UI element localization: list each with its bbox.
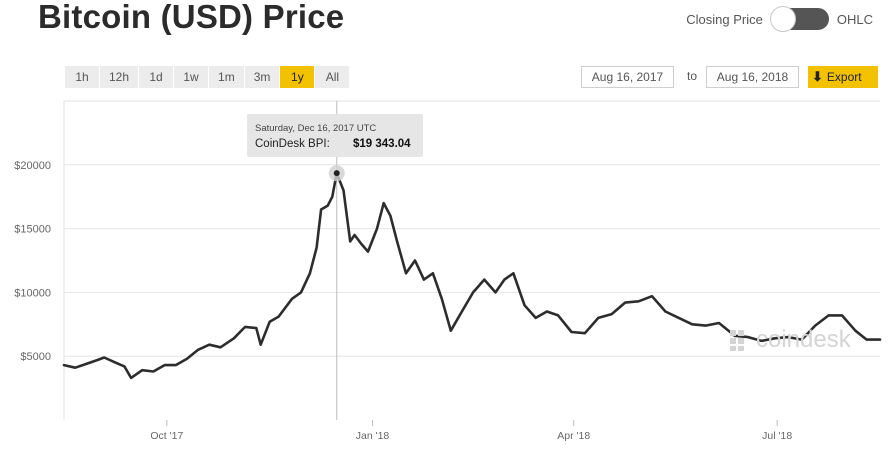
tooltip-series-label: CoinDesk BPI: [255,138,330,150]
range-all-button[interactable]: All [315,66,350,88]
hover-point [333,170,340,177]
tooltip-date: Saturday, Dec 16, 2017 UTC [255,123,377,134]
range-12h-button[interactable]: 12h [100,66,139,88]
range-1y-button[interactable]: 1y [280,66,315,88]
date-to-separator: to [687,69,698,83]
range-1m-button[interactable]: 1m [209,66,244,88]
toggle-switch[interactable] [769,6,829,32]
export-button[interactable]: ⬇ Export [808,66,878,88]
y-tick-label: $15000 [14,224,51,236]
ohlc-label: OHLC [836,11,873,27]
date-to-input[interactable]: Aug 16, 2018 [706,66,799,88]
range-selector: 1h 12h 1d 1w 1m 3m 1y All [65,66,350,88]
y-tick-label: $5000 [20,351,51,363]
y-tick-label: $10000 [14,287,51,299]
range-1w-button[interactable]: 1w [174,66,209,88]
price-line [62,171,882,380]
x-tick-label: Apr '18 [557,430,590,442]
range-3m-button[interactable]: 3m [244,66,280,88]
page-title: Bitcoin (USD) Price [38,0,345,35]
y-tick-label: $20000 [14,160,51,172]
x-tick-label: Jul '18 [762,430,792,442]
x-tick-label: Oct '17 [150,430,183,442]
export-label: Export [826,70,862,84]
tooltip: Saturday, Dec 16, 2017 UTC CoinDesk BPI:… [247,114,423,157]
watermark-text: coindesk [756,326,851,353]
coindesk-watermark: coindesk [728,326,851,354]
range-1d-button[interactable]: 1d [139,66,174,88]
tooltip-value: $19 343.04 [353,138,411,150]
price-mode-toggle: Closing Price OHLC [686,6,873,32]
download-arrow-icon: ⬇ [812,69,823,84]
x-tick-label: Jan '18 [356,430,390,442]
closing-price-label: Closing Price [686,11,763,27]
date-from-input[interactable]: Aug 16, 2017 [581,66,674,88]
range-1h-button[interactable]: 1h [65,66,99,88]
coindesk-logo-icon [730,330,744,351]
toggle-knob[interactable] [769,6,796,32]
